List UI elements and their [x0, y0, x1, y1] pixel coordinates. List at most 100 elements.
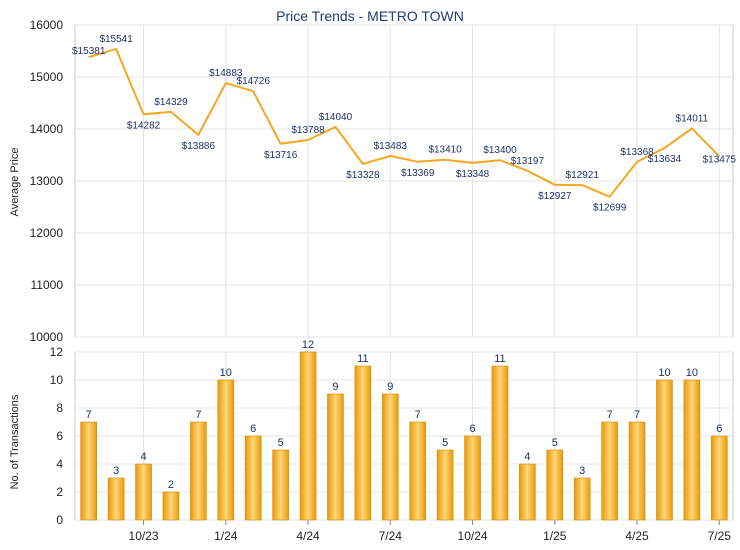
- price-data-label: $13197: [511, 156, 545, 167]
- transaction-bar: [327, 393, 344, 521]
- transaction-bar-label: 11: [494, 353, 505, 365]
- transactions-plot-area: 0 2 4 6 8 10 12 10/23 1/24 4/24 7/24 10/24 1/25 4/25 7…: [50, 339, 734, 543]
- transaction-bar: [710, 435, 728, 521]
- transaction-bar: [573, 477, 591, 521]
- price-data-label: $12921: [566, 170, 600, 181]
- transaction-bar: [491, 365, 509, 521]
- transactions-tick-label: 2: [56, 485, 63, 499]
- price-data-label: $12699: [593, 203, 627, 214]
- transaction-bar-label: 7: [195, 409, 201, 421]
- x-tick-label: 1/25: [543, 529, 567, 543]
- transactions-tick-label: 0: [56, 513, 63, 527]
- transaction-bar-label: 7: [607, 409, 613, 421]
- transactions-tick-label: 10: [50, 373, 64, 387]
- price-data-label: $14011: [676, 113, 709, 124]
- transaction-bar-label: 3: [579, 465, 585, 477]
- price-data-label: $13886: [182, 141, 216, 152]
- price-series-line: [88, 47, 721, 198]
- price-plot-area: 10000 11000 12000 13000 14000 15000 16000 $1538…: [30, 18, 737, 344]
- x-tick-label: 4/25: [625, 529, 649, 543]
- transaction-bar: [546, 449, 564, 521]
- transaction-bar-label: 6: [716, 423, 722, 435]
- transactions-tick-label: 8: [56, 401, 63, 415]
- price-data-label: $13368: [620, 147, 654, 158]
- transaction-bar: [519, 463, 536, 521]
- price-tick-label: 10000: [30, 330, 64, 344]
- price-tick-label: 15000: [30, 70, 64, 84]
- transaction-bar-label: 9: [332, 381, 338, 393]
- transaction-bar-label: 11: [357, 353, 368, 365]
- price-tick-label: 11000: [31, 278, 64, 292]
- transaction-bar: [628, 421, 646, 521]
- transaction-bar: [409, 421, 427, 521]
- x-tick-label: 4/24: [296, 529, 320, 543]
- transaction-bar: [683, 379, 701, 521]
- price-data-label: $14726: [237, 76, 271, 87]
- transaction-bar-label: 10: [220, 367, 232, 379]
- price-axis-label: Average Price: [9, 148, 21, 217]
- price-data-label: $14040: [319, 112, 353, 123]
- transaction-bar-label: 7: [415, 409, 421, 421]
- transactions-tick-label: 12: [50, 345, 64, 359]
- transaction-bar: [244, 435, 262, 521]
- transaction-bar: [299, 351, 317, 521]
- price-data-label: $13716: [264, 150, 298, 161]
- x-tick-label: 7/24: [379, 529, 403, 543]
- transaction-bar-label: 6: [250, 423, 256, 435]
- transaction-bar-label: 5: [442, 437, 448, 449]
- x-tick-label: 10/23: [129, 529, 159, 543]
- price-tick-label: 12000: [30, 226, 64, 240]
- transaction-bar-label: 7: [634, 409, 640, 421]
- transaction-bar-label: 4: [140, 451, 146, 463]
- price-data-label: $13634: [648, 154, 682, 165]
- transaction-bar-label: 9: [387, 381, 393, 393]
- price-data-label: $13348: [456, 169, 490, 180]
- transaction-bar: [135, 463, 152, 521]
- chart-title: Price Trends - METRO TOWN: [276, 8, 464, 24]
- price-data-label: $15541: [99, 34, 133, 45]
- transaction-bar: [381, 393, 399, 521]
- transaction-bar: [190, 421, 207, 521]
- price-data-label: $13788: [291, 125, 325, 136]
- transaction-bar-label: 5: [552, 437, 558, 449]
- price-data-label: $13400: [483, 145, 517, 156]
- price-tick-label: 13000: [30, 174, 64, 188]
- x-tick-label: 7/25: [708, 529, 732, 543]
- price-data-label: $15381: [72, 46, 106, 57]
- transaction-bar-label: 10: [686, 367, 698, 379]
- transaction-bar-label: 4: [524, 451, 530, 463]
- price-data-label: $13369: [401, 168, 435, 179]
- transaction-bar: [162, 491, 180, 521]
- transaction-bar: [464, 435, 481, 521]
- transaction-bar: [601, 421, 618, 521]
- transaction-bar-label: 7: [86, 409, 92, 421]
- price-data-label: $14282: [127, 120, 161, 131]
- price-data-label: $13483: [374, 141, 408, 152]
- transaction-bar: [436, 449, 454, 521]
- price-data-label: $13410: [428, 145, 462, 156]
- transaction-bar: [217, 379, 235, 521]
- price-data-label: $14329: [154, 97, 188, 108]
- transaction-bar: [80, 421, 98, 521]
- transaction-bar-label: 3: [113, 465, 119, 477]
- transaction-bar-label: 6: [469, 423, 475, 435]
- transaction-bar-label: 10: [658, 367, 670, 379]
- transaction-bar-label: 5: [278, 437, 284, 449]
- transactions-tick-label: 4: [56, 457, 63, 471]
- price-tick-label: 14000: [30, 122, 64, 136]
- transaction-bar: [107, 477, 125, 521]
- transaction-bar: [354, 365, 372, 521]
- transaction-bar: [272, 449, 289, 521]
- price-data-label: $13475: [703, 154, 737, 165]
- transactions-axis-label: No. of Transactions: [9, 394, 21, 489]
- transaction-bar: [656, 379, 673, 521]
- price-data-label: $14883: [209, 68, 243, 79]
- price-tick-label: 16000: [30, 18, 64, 32]
- x-tick-label: 10/24: [458, 529, 488, 543]
- transaction-bar-label: 2: [168, 479, 174, 491]
- transaction-bar-label: 12: [302, 339, 314, 351]
- price-data-label: $13328: [346, 170, 380, 181]
- transactions-tick-label: 6: [56, 429, 63, 443]
- price-data-label: $12927: [538, 191, 572, 202]
